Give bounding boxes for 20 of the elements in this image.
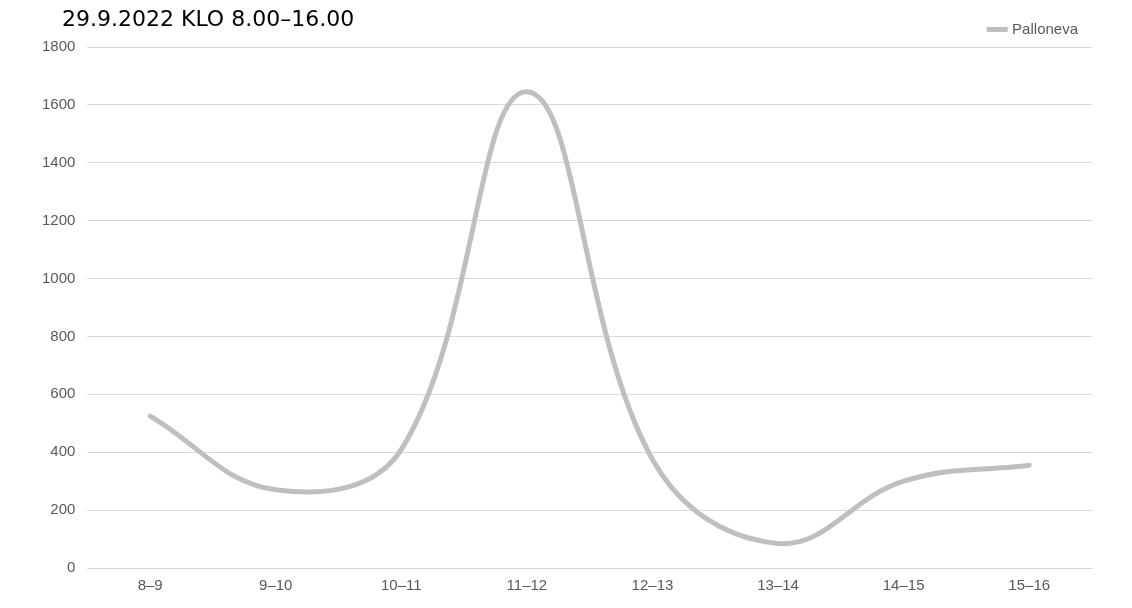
x-tick-label: 12–13 <box>631 576 674 594</box>
y-tick-label: 1600 <box>41 95 76 113</box>
legend-label: Palloneva <box>1012 19 1079 37</box>
y-tick-label: 400 <box>50 442 76 460</box>
chart-title: 29.9.2022 KLO 8.00–16.00 <box>62 6 355 31</box>
x-tick-label: 13–14 <box>757 576 799 594</box>
x-tick-label: 11–12 <box>506 576 548 594</box>
y-tick-label: 600 <box>50 384 76 402</box>
x-tick-label: 15–16 <box>1008 576 1051 594</box>
y-tick-label: 800 <box>50 326 76 344</box>
y-tick-label: 1400 <box>41 152 76 170</box>
x-tick-label: 8–9 <box>137 576 163 594</box>
x-tick-label: 10–11 <box>381 576 422 594</box>
y-tick-label: 1000 <box>41 268 76 286</box>
y-tick-label: 1200 <box>41 210 76 228</box>
x-tick-label: 9–10 <box>259 576 293 594</box>
y-tick-label: 0 <box>67 558 76 576</box>
y-tick-label: 1800 <box>41 37 76 55</box>
y-tick-label: 200 <box>50 500 76 518</box>
x-tick-label: 14–15 <box>882 576 925 594</box>
